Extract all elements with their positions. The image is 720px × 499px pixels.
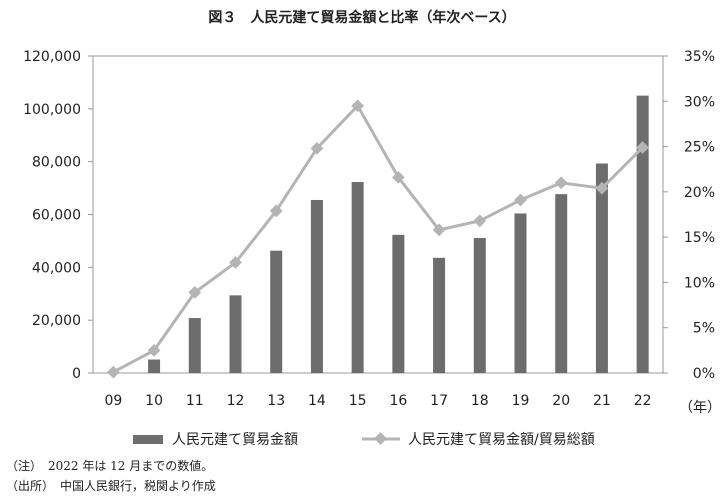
right-axis-tick-label: 10%	[684, 275, 715, 291]
bar	[555, 194, 568, 373]
x-axis-tick-label: 12	[227, 393, 245, 409]
bar	[310, 199, 323, 373]
right-axis-tick-label: 20%	[684, 185, 715, 201]
bar	[514, 213, 527, 373]
right-axis-tick-label: 30%	[684, 94, 715, 110]
line-marker	[229, 256, 242, 269]
x-axis-tick-label: 11	[186, 393, 204, 409]
bar	[148, 359, 161, 373]
right-axis: 0% 5% 10% 15% 20% 25% 30% 35%	[663, 49, 715, 382]
legend-line-marker	[374, 432, 387, 445]
x-axis-tick-label: 20	[552, 393, 570, 409]
line-marker	[432, 223, 446, 237]
left-axis-tick-label: 120,000	[23, 49, 81, 65]
x-axis-tick-label: 22	[634, 393, 652, 409]
x-axis-tick-label: 15	[349, 393, 367, 409]
left-axis-tick-label: 40,000	[32, 260, 81, 276]
chart-title: 図３ 人民元建て貿易金額と比率（年次ベース）	[208, 9, 515, 26]
line-marker	[147, 343, 161, 357]
x-axis-tick-label: 19	[512, 393, 530, 409]
x-axis-tick-label: 14	[308, 393, 326, 409]
right-axis-tick-label: 35%	[684, 49, 715, 65]
line-marker	[351, 99, 365, 113]
right-axis-tick-label: 5%	[693, 321, 715, 337]
x-axis: 09 10 11 12 13 14 15 16 17 18 19 20 21 22	[104, 393, 651, 409]
line-path	[112, 104, 644, 374]
bar	[433, 257, 446, 373]
plot-area	[92, 55, 664, 374]
bar	[270, 250, 283, 373]
x-axis-tick-label: 18	[471, 393, 489, 409]
bar	[595, 163, 608, 373]
x-axis-tick-label: 10	[145, 393, 163, 409]
legend-bar-label: 人民元建て貿易金額	[172, 432, 298, 448]
x-axis-unit: （年）	[679, 400, 720, 416]
x-axis-tick-label: 21	[593, 393, 611, 409]
line-marker	[514, 193, 527, 207]
source-text: （出所） 中国人民銀行，税関より作成	[6, 478, 216, 493]
line-marker	[269, 204, 283, 218]
x-axis-tick-label: 16	[389, 393, 407, 409]
x-axis-tick-label: 13	[267, 393, 285, 409]
line-marker	[391, 171, 405, 184]
right-axis-tick-label: 0%	[693, 366, 715, 382]
bar	[392, 234, 405, 373]
left-axis-tick-label: 80,000	[32, 155, 81, 171]
legend-line-label: 人民元建て貿易金額/貿易総額	[408, 432, 595, 448]
line-marker	[106, 365, 120, 379]
bar	[473, 238, 486, 373]
left-axis-tick-label: 0	[72, 366, 81, 382]
line-marker	[188, 286, 202, 299]
line-marker	[473, 214, 487, 228]
x-axis-tick-label: 17	[430, 393, 448, 409]
left-axis-tick-label: 60,000	[32, 208, 81, 224]
bar-series	[148, 95, 649, 373]
line-series	[106, 99, 650, 379]
line-marker	[310, 142, 324, 155]
bar	[229, 295, 242, 373]
note-text: （注） 2022 年は 12 月までの数値。	[6, 458, 213, 473]
legend: 人民元建て貿易金額 人民元建て貿易金額/貿易総額	[133, 432, 595, 448]
right-axis-tick-label: 15%	[684, 230, 715, 246]
left-axis-tick-label: 20,000	[32, 313, 81, 329]
left-axis-tick-label: 100,000	[23, 102, 81, 118]
line-marker	[554, 176, 568, 190]
bar	[188, 318, 201, 373]
bar	[351, 182, 364, 373]
left-axis: 0 20,000 40,000 60,000 80,000 100,000 120,000	[23, 49, 93, 382]
legend-bar-swatch	[133, 435, 163, 444]
x-axis-tick-label: 09	[104, 393, 122, 409]
bar	[636, 95, 649, 373]
right-axis-tick-label: 25%	[684, 140, 715, 156]
